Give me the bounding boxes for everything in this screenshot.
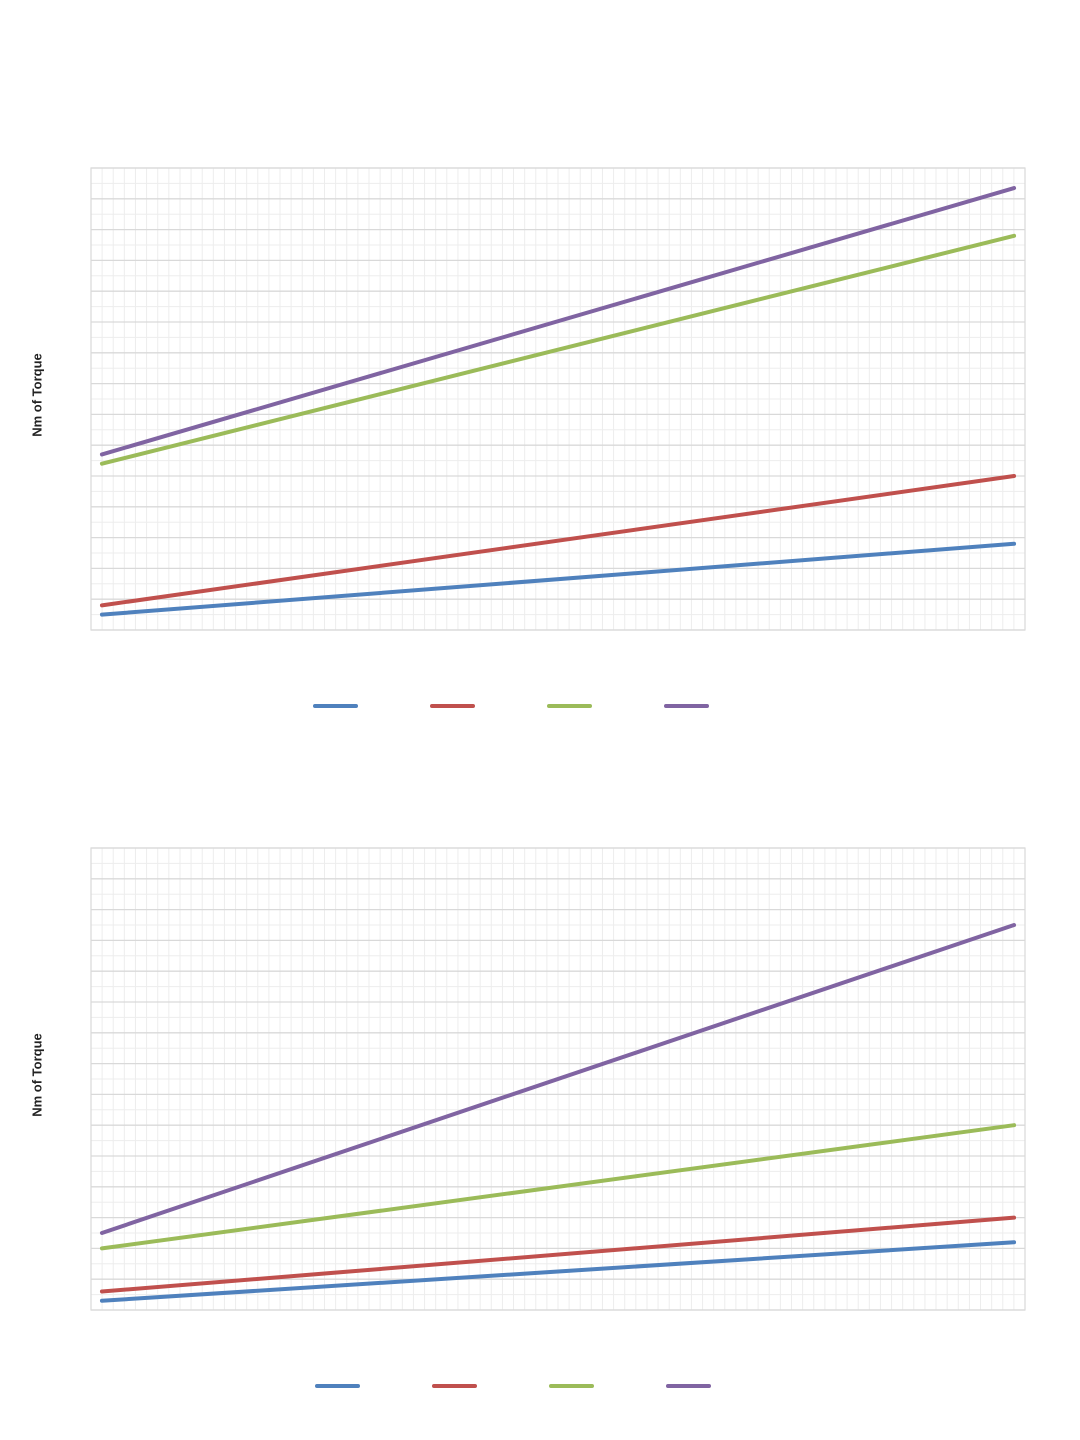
series-line-1 [99,541,1017,617]
chart-plot [90,847,1026,1388]
chart-plot [90,167,1026,708]
plot-frame [90,847,1026,1311]
plot-frame [90,167,1026,631]
series-line-4 [99,923,1017,1235]
torque-chart-1: Nm of Torque [0,150,1080,730]
series-line-2 [99,474,1017,608]
series-line-2 [99,1215,1017,1294]
gridlines [90,167,1026,631]
torque-chart-2: Nm of Torque [0,830,1080,1410]
series-line-3 [99,233,1017,466]
gridlines [90,847,1026,1311]
series-line-1 [99,1240,1017,1303]
series-line-4 [99,186,1017,457]
series-line-3 [99,1123,1017,1251]
